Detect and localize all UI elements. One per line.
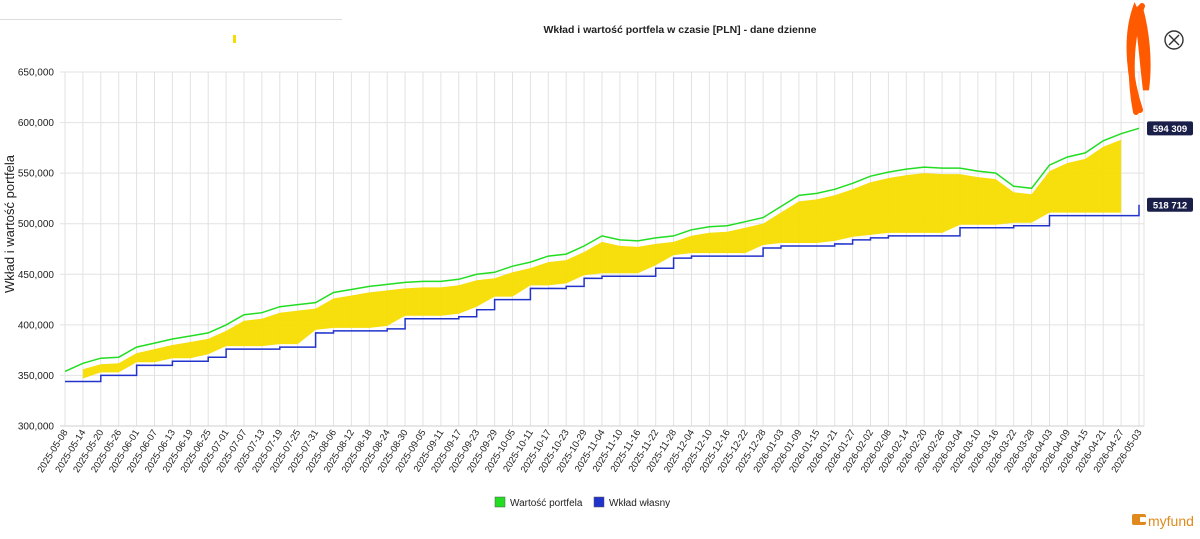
- y-axis-title: Wkład i wartość portfela: [2, 154, 17, 293]
- y-tick-label: 600,000: [18, 118, 55, 129]
- y-tick-label: 500,000: [18, 219, 55, 230]
- y-tick-label: 650,000: [18, 68, 55, 79]
- y-tick-label: 350,000: [18, 371, 55, 382]
- wallet-icon: [1132, 514, 1146, 525]
- legend-swatch-wartosc: [494, 496, 506, 508]
- highlighter-overlay: [82, 2, 1151, 379]
- end-value-callout-wklad: 518 712: [1147, 197, 1193, 212]
- y-axis-ticks: 300,000 350,000 400,000 450,000 500,000 550,0…: [18, 68, 55, 433]
- end-value-labels: 594 309 518 712: [1147, 121, 1193, 212]
- x-axis-ticks: 2025-05-082025-05-142025-05-202025-05-26…: [35, 428, 1144, 475]
- close-icon[interactable]: [1164, 30, 1184, 50]
- end-value-text: 594 309: [1153, 124, 1187, 135]
- legend-label-wklad[interactable]: Wkład własny: [609, 498, 670, 509]
- y-tick-label: 400,000: [18, 320, 55, 331]
- series-line-wklad: [64, 204, 1140, 383]
- legend-swatch-wklad: [593, 496, 605, 508]
- legend-label-wartosc[interactable]: Wartość portfela: [510, 498, 583, 509]
- y-tick-label: 450,000: [18, 270, 55, 281]
- y-tick-label: 300,000: [18, 422, 55, 433]
- chart-title: Wkład i wartość portfela w czasie [PLN] …: [543, 24, 816, 36]
- top-divider: [0, 19, 342, 20]
- brand-name: myfund: [1148, 513, 1194, 529]
- series-line-wartosc: [64, 127, 1140, 373]
- highlighter-band: [82, 139, 1122, 379]
- orange-scribble: [1126, 2, 1151, 115]
- series-lines: [64, 127, 1140, 383]
- end-value-callout-wartosc: 594 309: [1147, 121, 1193, 136]
- end-value-text: 518 712: [1153, 200, 1187, 211]
- grid-lines: [60, 71, 1145, 427]
- legend: Wartość portfela Wkład własny: [494, 496, 670, 509]
- highlighter-dot: [233, 35, 236, 43]
- y-tick-label: 550,000: [18, 169, 55, 180]
- brand-logo: myfund: [1132, 513, 1194, 529]
